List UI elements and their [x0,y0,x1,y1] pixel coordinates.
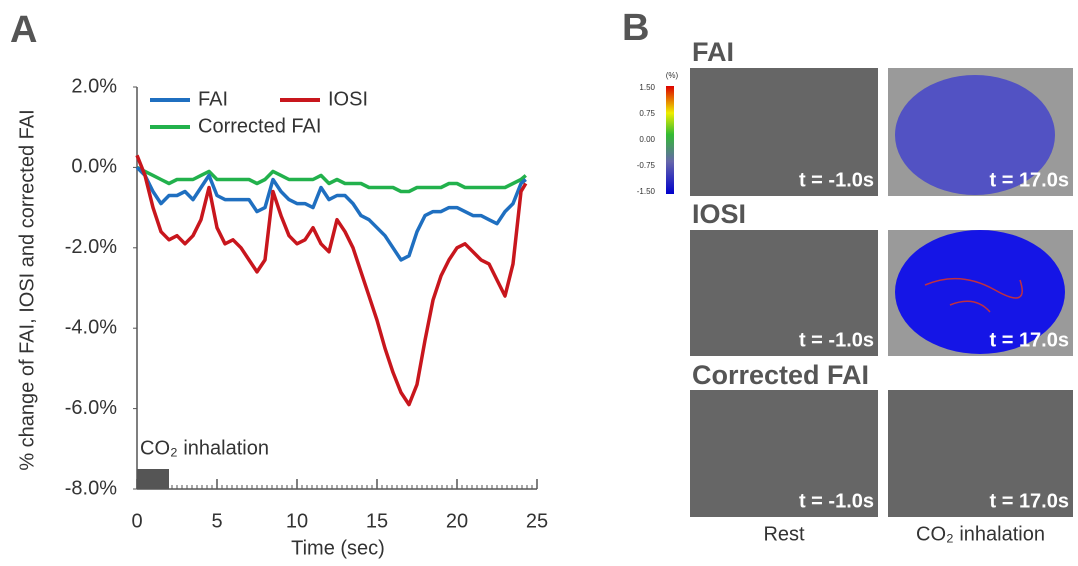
y-tick-label: -2.0% [65,236,117,258]
colorbar-tick: 0.75 [639,109,655,118]
series-line [135,154,528,407]
x-axis-title: Time (sec) [291,537,385,559]
image-panel [690,390,878,517]
time-label: t = 17.0s [989,490,1069,512]
y-axis-title: % change of FAI, IOSI and corrected FAI [16,109,38,470]
annotation: CO₂ inhalation [140,437,269,459]
row-title: IOSI [692,199,746,229]
legend-label: IOSI [328,88,368,110]
activation-map [895,75,1055,195]
image-panel [888,390,1073,517]
time-label: t = 17.0s [989,169,1069,191]
image-panel [690,230,878,356]
colorbar-tick: 0.00 [639,135,655,144]
time-label: t = -1.0s [799,490,874,512]
y-tick-label: -6.0% [65,397,117,419]
row-title: FAI [692,37,734,67]
panel-label: A [10,9,37,51]
colorbar-tick: -0.75 [637,161,656,170]
x-tick-label: 10 [286,510,308,532]
time-label: t = 17.0s [989,329,1069,351]
row-title: Corrected FAI [692,360,869,390]
colorbar-tick: -1.50 [637,187,656,196]
vessel [924,277,1023,313]
colorbar-unit: (%) [666,71,679,80]
series-line [136,165,527,194]
time-label: t = -1.0s [799,169,874,191]
y-tick-label: 0.0% [71,156,117,178]
x-tick-label: 15 [366,510,388,532]
inhalation-bar [137,469,169,489]
column-label: Rest [763,523,805,545]
colorbar [666,86,674,194]
x-tick-label: 5 [211,510,222,532]
x-tick-label: 25 [526,510,548,532]
time-label: t = -1.0s [799,329,874,351]
legend-label: Corrected FAI [198,115,321,137]
x-tick-label: 20 [446,510,468,532]
legend-label: FAI [198,88,228,110]
activation-map [895,230,1065,354]
panel-label: B [622,7,649,49]
y-tick-label: 2.0% [71,75,117,97]
x-tick-label: 0 [131,510,142,532]
y-tick-label: -4.0% [65,316,117,338]
image-panel [690,68,878,196]
series-line [135,166,527,262]
y-tick-label: -8.0% [65,477,117,499]
colorbar-tick: 1.50 [639,83,655,92]
panel-b: (%) 1.50 0.75 0.00 -0.75 -1.50 FAI t = -1.0s t … [637,37,1073,545]
column-label: CO₂ inhalation [916,523,1045,545]
